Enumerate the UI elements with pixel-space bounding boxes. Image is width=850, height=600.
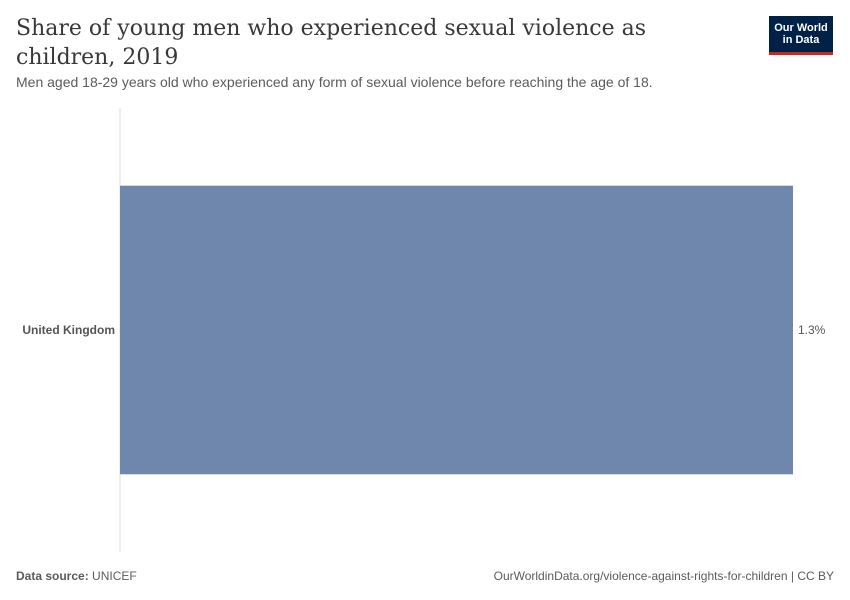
data-source: Data source: UNICEF bbox=[16, 569, 137, 583]
chart-title: Share of young men who experienced sexua… bbox=[16, 16, 647, 70]
logo-line-2: in Data bbox=[782, 34, 820, 46]
logo-line-1: Our World bbox=[774, 22, 828, 34]
bars-group: United Kingdom 1.3% bbox=[22, 185, 826, 475]
bar-chart: United Kingdom 1.3% bbox=[22, 108, 826, 552]
data-source-label: Data source: bbox=[16, 569, 89, 583]
license-link[interactable]: CC BY bbox=[797, 569, 834, 583]
footer-separator: | bbox=[787, 569, 798, 583]
bar-united-kingdom[interactable] bbox=[120, 185, 793, 475]
value-label: 1.3% bbox=[798, 323, 826, 337]
data-source-value: UNICEF bbox=[92, 569, 137, 583]
chart-subtitle: Men aged 18-29 years old who experienced… bbox=[16, 74, 653, 90]
category-label: United Kingdom bbox=[22, 323, 115, 337]
footer-attribution: OurWorldinData.org/violence-against-righ… bbox=[494, 569, 834, 583]
source-url-link[interactable]: OurWorldinData.org/violence-against-righ… bbox=[493, 569, 788, 583]
owid-logo[interactable]: Our World in Data bbox=[769, 16, 833, 55]
